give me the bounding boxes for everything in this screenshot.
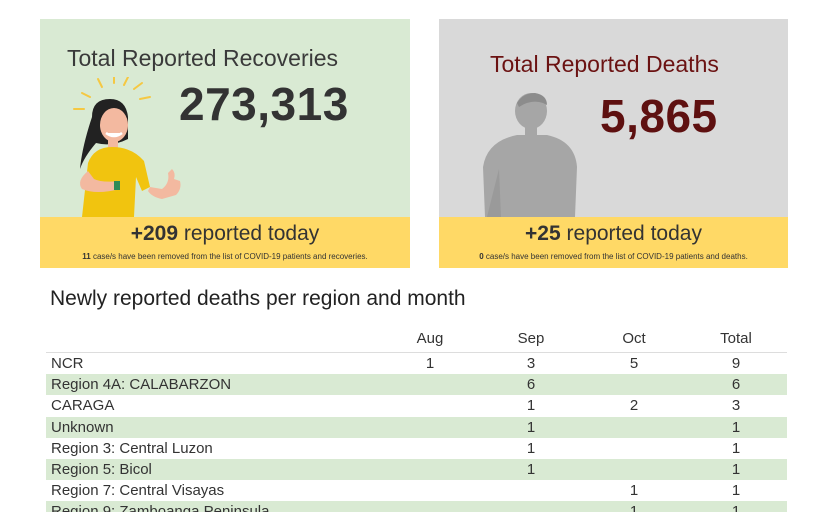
deaths-total: 5,865 bbox=[600, 90, 718, 142]
table-row: Region 4A: CALABARZON 6 6 bbox=[46, 374, 787, 396]
table-header: Aug Sep Oct Total bbox=[46, 327, 787, 353]
cell-region: Region 5: Bicol bbox=[51, 460, 152, 478]
deaths-today-label: reported today bbox=[566, 222, 702, 245]
cell-region: Region 4A: CALABARZON bbox=[51, 376, 232, 394]
cell-total: 1 bbox=[731, 503, 741, 512]
cell-total: 1 bbox=[731, 482, 741, 500]
cell-region: NCR bbox=[51, 355, 84, 372]
deaths-removed-text: case/s have been removed from the list o… bbox=[485, 252, 748, 261]
deaths-today-banner: +25 reported today 0 case/s have been re… bbox=[439, 217, 788, 268]
recoveries-card: Total Reported Recoveries 273,313 +209 r… bbox=[40, 19, 410, 268]
table-row: Region 9: Zamboanga Peninsula 1 1 bbox=[46, 501, 787, 512]
cell-total: 6 bbox=[731, 376, 741, 394]
cell-oct: 1 bbox=[629, 503, 639, 512]
table-row: NCR 1 3 5 9 bbox=[46, 353, 787, 374]
deaths-card: Total Reported Deaths 5,865 +25 reported… bbox=[439, 19, 788, 268]
cell-sep: 1 bbox=[526, 460, 536, 478]
cell-region: Region 3: Central Luzon bbox=[51, 439, 213, 457]
cell-total: 1 bbox=[731, 418, 741, 436]
cell-region: Unknown bbox=[51, 418, 114, 436]
deaths-by-region-table: Aug Sep Oct Total NCR 1 3 5 9 Region 4A: CALA… bbox=[46, 327, 787, 512]
person-silhouette-icon bbox=[483, 93, 577, 217]
recoveries-today-label: reported today bbox=[183, 222, 320, 245]
cell-region: Region 7: Central Visayas bbox=[51, 482, 225, 500]
table-body: NCR 1 3 5 9 Region 4A: CALABARZON 6 6 CARAGA 1 2 3 U… bbox=[46, 353, 787, 512]
table-row: Region 5: Bicol 1 1 bbox=[46, 458, 787, 481]
deaths-removed-count: 0 bbox=[479, 252, 484, 261]
cell-sep: 6 bbox=[526, 376, 536, 394]
recoveries-today-value: +209 bbox=[130, 222, 179, 245]
cell-region: Region 9: Zamboanga Peninsula bbox=[51, 503, 270, 512]
cell-sep: 1 bbox=[526, 418, 536, 436]
table-row: Region 7: Central Visayas 1 1 bbox=[46, 480, 787, 501]
recoveries-removed-count: 11 bbox=[82, 252, 91, 261]
table-row: Unknown 1 1 bbox=[46, 416, 787, 438]
cell-region: CARAGA bbox=[51, 397, 115, 415]
table-row: CARAGA 1 2 3 bbox=[46, 395, 787, 416]
recoveries-removed-note: 11 case/s have been removed from the lis… bbox=[40, 252, 410, 261]
recoveries-today-line: +209 reported today bbox=[40, 222, 410, 246]
cell-total: 1 bbox=[731, 439, 741, 457]
deaths-today-line: +25 reported today bbox=[439, 222, 788, 246]
cell-oct: 1 bbox=[629, 482, 639, 500]
cell-sep: 3 bbox=[526, 355, 536, 372]
cell-oct: 5 bbox=[629, 355, 639, 372]
recoveries-removed-text: case/s have been removed from the list o… bbox=[92, 252, 368, 261]
table-row: Region 3: Central Luzon 1 1 bbox=[46, 438, 787, 459]
deaths-by-region-title: Newly reported deaths per region and mon… bbox=[50, 287, 466, 310]
recoveries-title: Total Reported Recoveries bbox=[67, 45, 339, 71]
cell-total: 9 bbox=[731, 355, 741, 372]
deaths-title: Total Reported Deaths bbox=[490, 51, 719, 77]
deaths-today-value: +25 bbox=[525, 222, 561, 245]
cell-sep: 1 bbox=[526, 439, 536, 457]
cell-oct: 2 bbox=[629, 397, 639, 415]
header-oct: Oct bbox=[622, 330, 646, 347]
cell-total: 3 bbox=[731, 397, 741, 415]
deaths-removed-note: 0 case/s have been removed from the list… bbox=[439, 252, 788, 261]
cell-sep: 1 bbox=[526, 397, 536, 415]
header-sep: Sep bbox=[517, 330, 545, 347]
header-total: Total bbox=[720, 330, 752, 347]
header-aug: Aug bbox=[416, 330, 444, 347]
cell-aug: 1 bbox=[425, 355, 435, 372]
recoveries-total: 273,313 bbox=[179, 78, 349, 130]
recoveries-today-banner: +209 reported today 11 case/s have been … bbox=[40, 217, 410, 268]
cell-total: 1 bbox=[731, 460, 741, 478]
happy-woman-thumbs-up-icon bbox=[73, 77, 181, 217]
